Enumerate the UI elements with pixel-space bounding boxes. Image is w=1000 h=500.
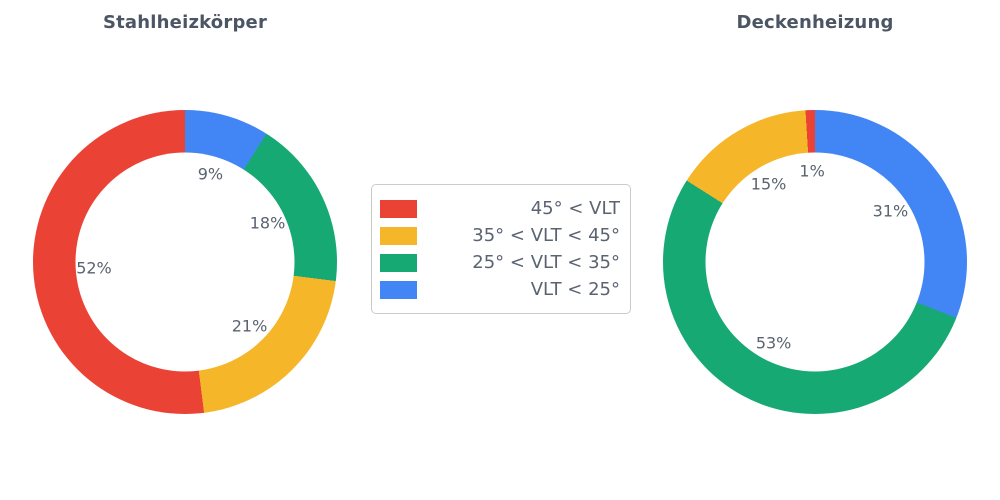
legend-swatch-red bbox=[380, 199, 417, 218]
slice-value-label: 18% bbox=[249, 213, 286, 233]
legend-swatch-yellow bbox=[380, 226, 417, 245]
slice-value-label: 15% bbox=[750, 174, 787, 193]
legend-label: 35° < VLT < 45° bbox=[472, 225, 620, 246]
legend-label: VLT < 25° bbox=[530, 279, 620, 300]
chart-title-left: Stahlheizkörper bbox=[102, 12, 268, 33]
legend-label: 25° < VLT < 35° bbox=[472, 252, 620, 273]
legend-item-35-vlt-45: 35° < VLT < 45° bbox=[380, 222, 620, 249]
slice-value-label: 31% bbox=[872, 201, 909, 221]
slice-value-label: 53% bbox=[755, 333, 792, 353]
legend-item-25-vlt-35: 25° < VLT < 35° bbox=[380, 249, 620, 276]
donut-hole-right bbox=[705, 152, 925, 372]
legend-item-vlt-lt-25: VLT < 25° bbox=[380, 276, 620, 303]
chart-title-right: Deckenheizung bbox=[736, 12, 894, 33]
legend-label: 45° < VLT bbox=[530, 198, 620, 219]
legend-item-45-lt-vlt: 45° < VLT bbox=[380, 195, 620, 222]
legend: 45° < VLT 35° < VLT < 45° 25° < VLT < 35… bbox=[371, 184, 631, 314]
chart-deckenheizung: Deckenheizung 1% 15% 53% 31% bbox=[663, 0, 967, 500]
slice-value-label: 21% bbox=[231, 316, 268, 336]
slice-value-label: 52% bbox=[76, 258, 112, 278]
legend-swatch-blue bbox=[380, 280, 417, 299]
slice-value-label: 9% bbox=[197, 164, 224, 184]
donut-ring-left: 52% 21% 18% 9% bbox=[33, 110, 337, 414]
slice-value-label: 1% bbox=[799, 161, 825, 181]
chart-stahlheizkoerper: Stahlheizkörper 52% 21% 18% 9% bbox=[33, 0, 337, 500]
legend-swatch-green bbox=[380, 253, 417, 272]
donut-ring-right: 1% 15% 53% 31% bbox=[663, 110, 967, 414]
donut-hole-left bbox=[75, 152, 295, 372]
